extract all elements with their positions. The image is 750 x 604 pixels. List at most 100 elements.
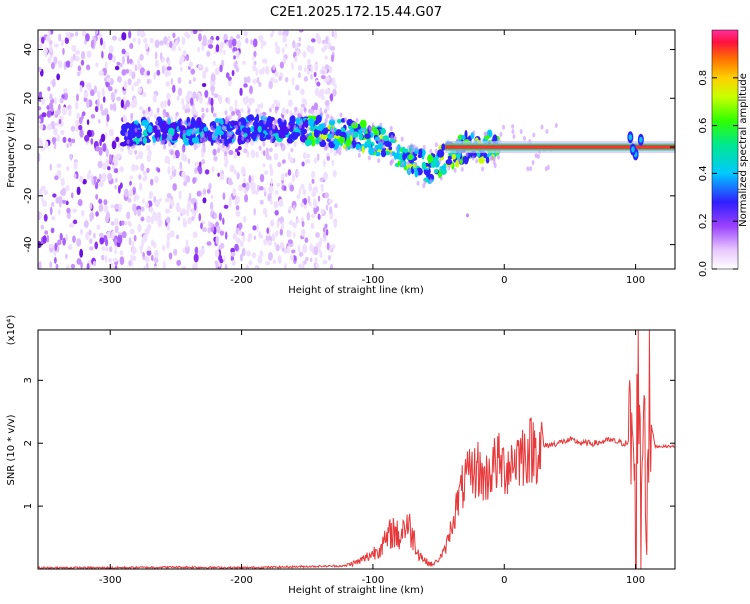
noise-speckle [147, 223, 152, 231]
noise-speckle [166, 192, 172, 199]
noise-speckle [60, 177, 65, 187]
noise-speckle [235, 66, 240, 73]
trace-halo [411, 147, 415, 153]
noise-speckle [49, 206, 53, 216]
trace-blob [233, 120, 239, 126]
trace-halo [338, 146, 342, 152]
trace-halo [324, 108, 328, 114]
noise-speckle [131, 240, 135, 247]
noise-speckle [93, 176, 97, 186]
noise-speckle [293, 141, 297, 148]
trace-blob [301, 131, 305, 139]
noise-speckle [309, 257, 313, 262]
noise-speckle [322, 227, 326, 233]
trace-blob [251, 131, 259, 137]
noise-speckle [48, 243, 54, 248]
trace-halo [238, 121, 242, 127]
noise-speckle [143, 265, 148, 269]
noise-speckle [165, 81, 170, 87]
noise-speckle [70, 125, 76, 132]
trace-blob [460, 135, 466, 140]
trace-blob [217, 125, 222, 133]
noise-speckle [138, 174, 142, 180]
trace-halo [367, 155, 371, 161]
noise-speckle [116, 96, 122, 102]
noise-speckle [115, 177, 118, 183]
noise-speckle [333, 220, 337, 228]
noise-speckle [181, 170, 186, 177]
noise-speckle [107, 86, 113, 92]
noise-speckle [54, 110, 58, 117]
trace-halo [180, 120, 184, 126]
noise-speckle [208, 182, 212, 190]
noise-speckle [110, 204, 115, 209]
noise-speckle [124, 220, 128, 226]
trace-halo [156, 137, 160, 143]
noise-speckle [198, 33, 202, 42]
noise-speckle [71, 44, 77, 52]
noise-speckle [113, 238, 118, 246]
noise-speckle [182, 50, 187, 57]
noise-speckle [243, 83, 248, 88]
trace-halo [155, 119, 159, 125]
noise-speckle [288, 99, 293, 108]
trace-halo [226, 131, 230, 137]
noise-speckle [61, 187, 66, 197]
noise-speckle [96, 224, 101, 231]
spectrogram-y-label: Frequency (Hz) [6, 112, 17, 188]
noise-speckle [197, 165, 201, 172]
colorbar-gradient [712, 30, 738, 269]
noise-speckle [54, 122, 60, 127]
noise-speckle [306, 69, 311, 75]
noise-speckle [57, 239, 62, 246]
noise-speckle [313, 200, 318, 209]
noise-speckle [198, 63, 203, 69]
noise-speckle [149, 206, 153, 213]
noise-speckle [301, 220, 305, 228]
noise-speckle [232, 187, 237, 197]
trace-halo [496, 154, 500, 160]
noise-speckle [77, 65, 82, 72]
noise-speckle [247, 76, 251, 84]
noise-speckle [107, 166, 111, 171]
noise-speckle [243, 76, 248, 84]
noise-speckle [281, 221, 284, 230]
noise-speckle [106, 77, 111, 83]
noise-speckle [138, 150, 144, 160]
noise-speckle [140, 163, 145, 172]
trace-halo [354, 136, 358, 142]
trace-halo [272, 123, 276, 129]
noise-speckle [131, 85, 135, 92]
trace-blob [338, 135, 345, 144]
noise-speckle [319, 177, 324, 183]
spectrogram-x-tick-label: 0 [501, 275, 507, 286]
noise-speckle [172, 84, 176, 94]
trace-halo [534, 153, 538, 159]
noise-speckle [256, 76, 260, 84]
snr-x-label: Height of straight line (km) [288, 585, 424, 596]
noise-speckle [331, 159, 335, 167]
noise-speckle [135, 155, 139, 160]
snr-y-multiplier: (x10⁴) [6, 315, 17, 346]
noise-speckle [56, 163, 62, 169]
noise-speckle [201, 159, 206, 165]
noise-speckle [259, 173, 265, 183]
snr-x-tick-label: -100 [362, 575, 385, 586]
trace-halo [205, 107, 209, 113]
trace-halo [512, 134, 516, 140]
noise-speckle [133, 81, 139, 87]
trace-blob [440, 165, 447, 170]
noise-speckle [57, 195, 63, 204]
noise-speckle [157, 218, 163, 228]
noise-speckle [187, 201, 191, 211]
noise-speckle [131, 103, 134, 108]
noise-speckle [53, 256, 57, 264]
noise-speckle [281, 247, 285, 252]
noise-speckle [302, 244, 308, 254]
noise-speckle [93, 36, 97, 46]
noise-speckle [247, 233, 253, 240]
trace-blob [463, 156, 469, 165]
noise-speckle [120, 99, 125, 109]
noise-speckle [196, 190, 201, 197]
trace-halo [132, 143, 136, 149]
